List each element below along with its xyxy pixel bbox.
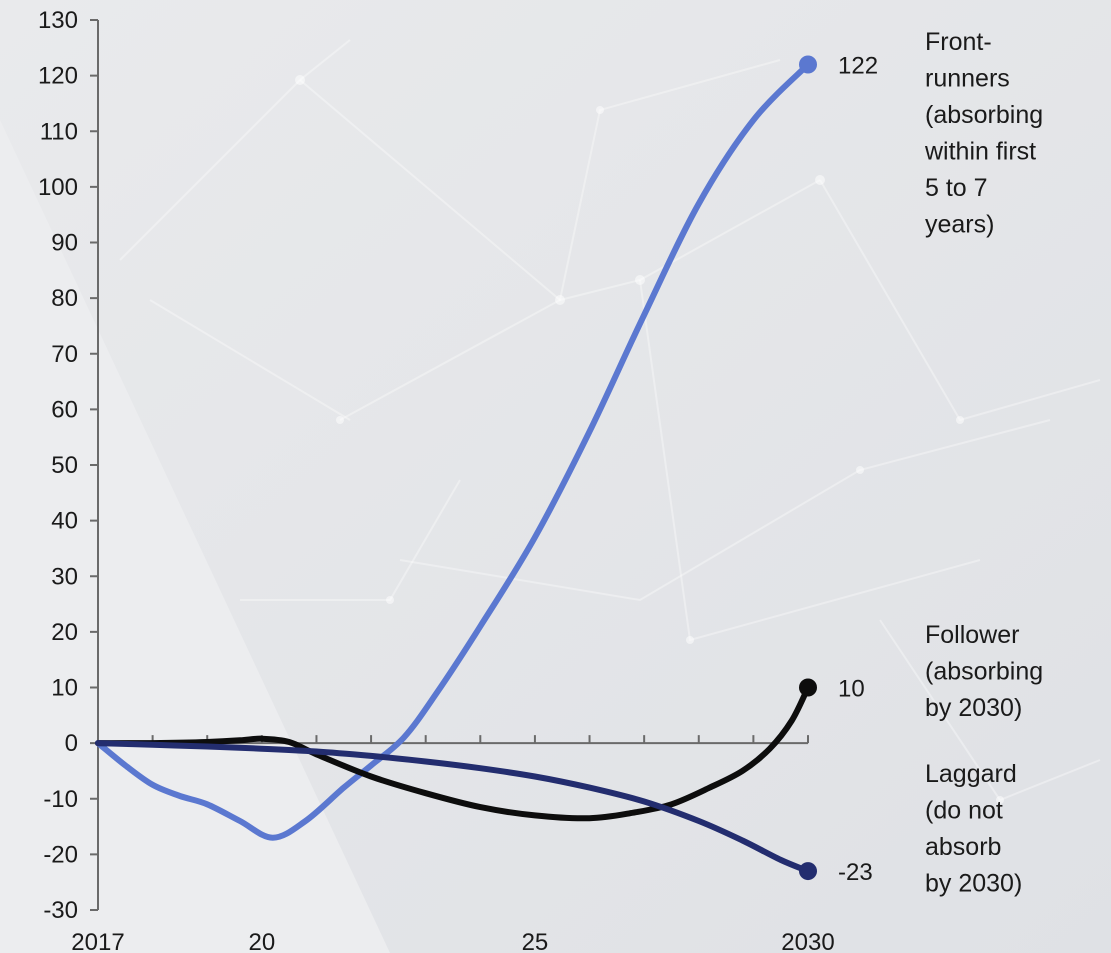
series-line-front [95,61,811,841]
legend-line: 5 to 7 [925,174,988,202]
series-layer [95,55,817,881]
series-endpoint-laggard [799,862,817,881]
legend-line: runners [925,65,1010,93]
x-tick-label: 2017 [71,929,124,953]
legend-line: within first [924,138,1036,166]
x-tick-label: 2030 [781,929,834,953]
y-tick-label: 10 [51,675,78,702]
legend-line: (absorbing [925,658,1043,686]
legend-line: by 2030) [925,870,1022,898]
y-tick-label: 110 [40,118,78,145]
legend-line: (absorbing [925,101,1043,129]
legend-entry-follower: Follower (absorbing by 2030) [925,621,1043,722]
legend-line: (do not [925,797,1003,825]
end-value-label-laggard: -23 [838,859,873,886]
y-tick-label: 60 [51,396,78,423]
labels-layer: 122 Front-runners (absorbing within first 5 … [838,28,1043,898]
y-tick-label: 20 [51,619,78,646]
end-value-label-front: 122 [838,53,878,80]
end-value-label-follower: 10 [838,676,865,703]
background-network-pattern [119,39,1101,804]
legend-line: absorb [925,833,1001,861]
y-tick-label: 50 [51,452,78,479]
y-tick-label: 30 [51,563,78,590]
legend-entry-front: Front-runners (absorbing within first 5 to … [924,28,1043,239]
y-tick-label: 0 [65,730,78,757]
legend-line: Follower [925,621,1019,649]
legend-line: by 2030) [925,694,1022,722]
y-tick-label: 130 [38,7,78,34]
y-tick-label: 100 [38,174,78,201]
y-tick-label: 90 [51,230,78,257]
legend-line: Front- [925,28,992,56]
y-tick-label: 120 [38,63,78,90]
y-tick-label: -10 [43,786,78,813]
series-endpoint-follower [799,678,817,697]
series-endpoint-front [799,55,817,74]
y-tick-label: -20 [43,841,78,868]
x-tick-label: 25 [522,929,549,953]
legend-line: Laggard [925,760,1017,788]
legend-line: years) [925,211,994,239]
axes: 1301201101009080706050403020100-10-20-30… [38,7,835,953]
legend-entry-laggard: Laggard (do not absorb by 2030) [925,760,1022,898]
series-line-follower [95,684,811,822]
y-tick-label: -30 [43,897,78,924]
x-tick-label: 20 [248,929,275,953]
y-tick-label: 70 [51,341,78,368]
y-tick-label: 40 [51,508,78,535]
series-line-laggard [95,740,811,875]
y-tick-label: 80 [51,285,78,312]
